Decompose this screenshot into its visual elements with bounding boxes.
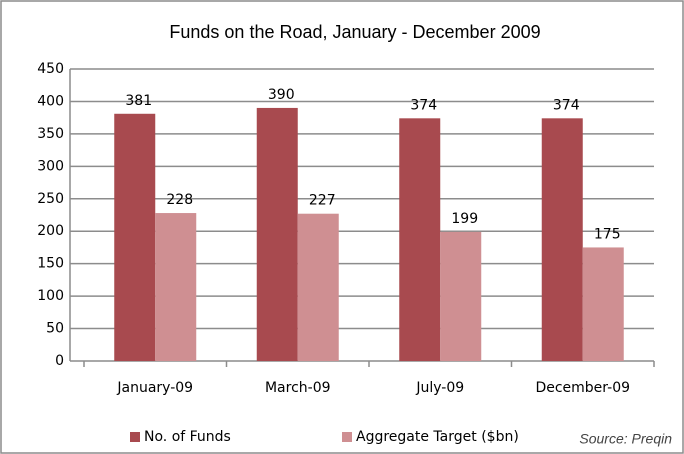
value-label: 228: [166, 192, 193, 208]
bar: [297, 213, 339, 361]
bar: [440, 231, 482, 361]
x-tick-label: March-09: [265, 380, 331, 396]
y-tick-label: 300: [37, 158, 64, 174]
bar: [582, 247, 624, 361]
legend-label: Aggregate Target ($bn): [356, 429, 519, 445]
source-note: Source: Preqin: [579, 431, 672, 447]
x-tick-label: December-09: [535, 380, 630, 396]
y-tick-label: 200: [37, 223, 64, 239]
value-label: 374: [553, 97, 580, 113]
value-label: 390: [268, 87, 295, 103]
bar: [256, 107, 298, 361]
bar: [114, 113, 156, 361]
x-tick-label: July-09: [415, 380, 464, 396]
y-tick-label: 350: [37, 126, 64, 142]
value-label: 374: [410, 97, 437, 113]
legend-swatch: [130, 432, 140, 442]
y-tick-label: 100: [37, 288, 64, 304]
value-label: 381: [125, 93, 152, 109]
value-label: 199: [451, 211, 478, 227]
y-tick-label: 50: [46, 321, 64, 337]
y-tick-label: 150: [37, 256, 64, 272]
bar: [399, 118, 441, 361]
value-label: 227: [309, 193, 336, 209]
x-tick-label: January-09: [116, 380, 193, 396]
y-tick-label: 0: [55, 353, 64, 369]
value-label: 175: [594, 226, 621, 242]
bar: [541, 118, 583, 361]
chart-title: Funds on the Road, January - December 20…: [169, 22, 540, 42]
y-tick-label: 250: [37, 191, 64, 207]
y-tick-label: 400: [37, 93, 64, 109]
y-tick-label: 450: [37, 61, 64, 77]
legend-swatch: [342, 432, 352, 442]
bar: [155, 213, 197, 361]
legend-label: No. of Funds: [144, 429, 231, 445]
